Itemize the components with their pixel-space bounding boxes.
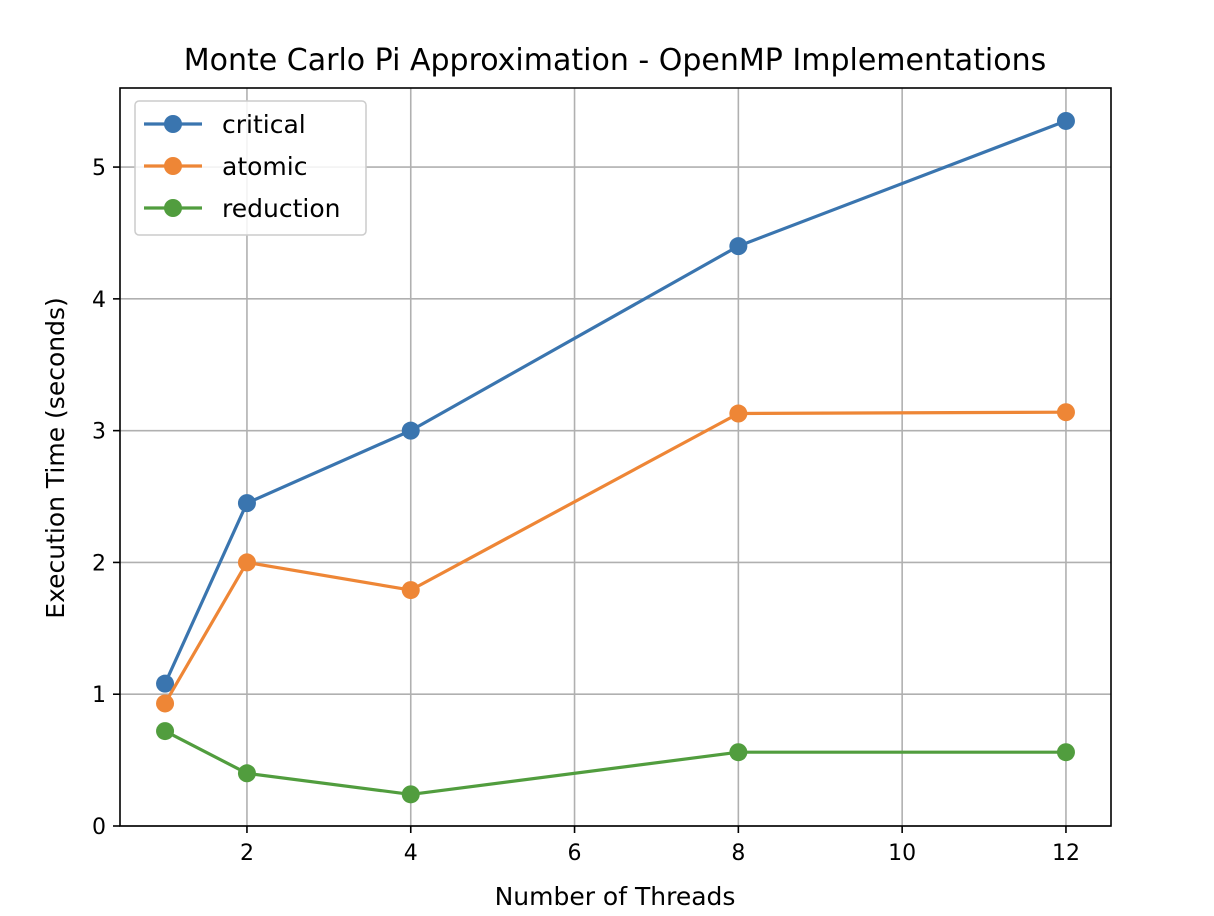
series-line-atomic bbox=[163, 410, 1067, 705]
y-tick-label: 5 bbox=[92, 156, 106, 181]
plot-frame bbox=[119, 87, 1112, 827]
legend-label: reduction bbox=[222, 194, 340, 223]
x-tick-label: 8 bbox=[731, 841, 745, 866]
x-tick-label: 2 bbox=[240, 841, 254, 866]
data-point-reduction bbox=[237, 764, 256, 783]
y-tick-label: 1 bbox=[92, 683, 106, 708]
x-axis-ticks: 2 4 6 8 10 12 bbox=[240, 826, 1080, 866]
data-point-atomic bbox=[729, 404, 748, 423]
legend-label: critical bbox=[222, 110, 306, 139]
data-point-critical bbox=[729, 237, 748, 256]
legend-marker bbox=[164, 115, 182, 133]
y-tick-label: 4 bbox=[92, 288, 106, 313]
x-axis-label: Number of Threads bbox=[495, 882, 736, 911]
y-tick-label: 3 bbox=[92, 420, 106, 445]
series-reduction bbox=[156, 722, 1075, 804]
series-layer bbox=[156, 111, 1075, 804]
data-point-reduction bbox=[401, 785, 420, 804]
legend-marker bbox=[164, 199, 182, 217]
legend-item-atomic: atomic bbox=[144, 152, 307, 181]
data-point-critical bbox=[401, 421, 420, 440]
data-point-atomic bbox=[237, 553, 256, 572]
y-tick-label: 2 bbox=[92, 551, 106, 576]
data-point-atomic bbox=[156, 694, 175, 713]
series-line-reduction bbox=[164, 729, 1066, 797]
x-tick-label: 4 bbox=[404, 841, 418, 866]
data-point-reduction bbox=[1056, 743, 1075, 762]
legend-box bbox=[134, 100, 367, 236]
x-tick-label: 10 bbox=[888, 841, 916, 866]
data-point-critical bbox=[237, 494, 256, 513]
data-point-reduction bbox=[156, 722, 175, 741]
y-axis-label: Execution Time (seconds) bbox=[41, 297, 70, 618]
x-tick-label: 6 bbox=[568, 841, 582, 866]
x-tick-label: 12 bbox=[1052, 841, 1080, 866]
y-axis-ticks: 0 1 2 3 4 5 bbox=[92, 156, 120, 840]
series-atomic bbox=[156, 403, 1075, 713]
data-point-atomic bbox=[401, 581, 420, 600]
legend-item-reduction: reduction bbox=[144, 194, 340, 223]
data-point-reduction bbox=[729, 743, 748, 762]
y-tick-label: 0 bbox=[92, 815, 106, 840]
data-point-critical bbox=[156, 674, 175, 693]
legend: critical atomic reduction bbox=[134, 100, 367, 236]
chart-title: Monte Carlo Pi Approximation - OpenMP Im… bbox=[184, 43, 1046, 78]
data-point-atomic bbox=[1056, 403, 1075, 422]
series-critical bbox=[156, 111, 1075, 693]
legend-marker bbox=[164, 157, 182, 175]
legend-label: atomic bbox=[222, 152, 307, 181]
data-point-critical bbox=[1056, 111, 1075, 130]
legend-item-critical: critical bbox=[144, 110, 306, 139]
